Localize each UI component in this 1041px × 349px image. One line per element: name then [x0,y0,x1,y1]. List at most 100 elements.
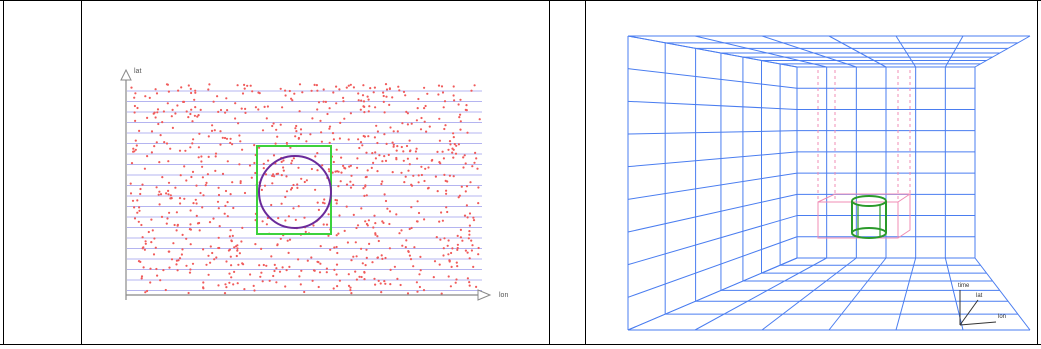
data-point [472,265,475,268]
data-point [459,113,462,116]
data-point [299,133,303,136]
data-point [311,117,314,120]
data-point [234,117,237,120]
data-point [365,194,368,197]
data-point [241,226,244,229]
data-point [447,253,450,256]
data-point [359,108,362,111]
data-point [356,166,359,169]
data-point [273,269,276,273]
data-point [162,269,165,272]
data-point [345,183,349,186]
data-point [463,154,466,157]
data-point [352,213,355,216]
data-point [445,192,448,195]
data-point [183,197,186,200]
data-point [467,237,470,240]
data-point [288,265,291,268]
data-point [176,269,179,272]
data-point [438,139,441,142]
data-point [388,87,391,91]
left-wall-hline [627,151,798,168]
left-wall-hline [627,130,798,135]
data-point [219,130,222,133]
data-point [225,260,228,263]
data-point [328,107,331,110]
data-point [442,247,445,250]
data-point [150,241,153,244]
data-point [159,134,162,137]
data-point [156,111,159,114]
data-point [447,148,450,151]
data-point [380,182,383,186]
data-point [381,220,384,223]
data-point [258,264,261,267]
data-point [130,86,133,89]
data-point [279,237,282,240]
data-point [339,121,342,124]
x-axis-label: lon [499,292,508,299]
data-point [477,186,480,189]
data-point [380,291,383,294]
data-point [271,124,274,128]
data-point [433,260,437,263]
data-point [374,151,377,154]
data-point [382,91,385,94]
data-point [301,91,304,94]
data-point [223,292,227,295]
data-point [201,165,204,168]
data-point [373,214,376,217]
data-point [224,111,227,114]
data-point [408,163,411,166]
data-point [230,276,233,279]
data-point [345,86,348,89]
data-point [253,161,256,165]
data-point [194,89,197,92]
data-point [133,104,136,108]
data-point [260,188,263,191]
data-point [364,264,367,267]
data-point [317,261,320,264]
data-point [434,175,437,178]
ceiling-vline [761,35,857,68]
data-point [236,84,239,87]
data-point [456,243,459,246]
data-point [146,289,149,293]
data-point [295,130,298,133]
data-point [459,228,462,231]
data-point [357,99,360,102]
data-point [279,123,282,126]
data-point [376,256,379,259]
data-point [396,130,399,133]
data-point [471,244,474,247]
data-point [152,112,155,115]
data-point [371,261,374,264]
data-point [404,94,407,97]
data-point [316,201,319,204]
data-point [244,111,247,114]
data-point [435,236,438,239]
data-point [358,146,361,150]
data-point [397,85,400,88]
data-point [374,106,377,109]
data-point [419,269,422,272]
data-point [257,108,260,111]
data-point [276,172,280,175]
data-point [408,254,411,257]
data-point [261,280,264,283]
data-point [369,87,372,90]
data-point [201,206,204,209]
data-point [459,236,462,239]
data-point [315,84,318,87]
data-point [374,222,377,225]
data-point [219,143,222,146]
data-point [396,145,399,148]
data-point [444,179,447,182]
data-point [416,157,419,160]
data-point [202,194,205,197]
data-point [231,181,234,184]
data-point [381,160,384,163]
data-point [384,199,388,203]
data-point [298,110,301,113]
data-point [226,109,229,112]
